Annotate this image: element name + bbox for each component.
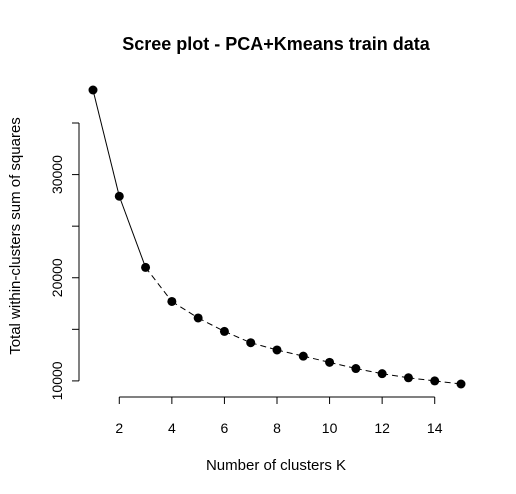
data-point [114, 191, 124, 201]
y-tick-label: 10000 [49, 361, 65, 400]
data-point [167, 296, 177, 306]
data-point [272, 345, 282, 355]
x-tick-label: 4 [168, 420, 176, 436]
series-segment [303, 355, 330, 363]
data-point [351, 364, 361, 374]
series-segment [197, 317, 225, 332]
x-axis-title: Number of clusters K [206, 457, 346, 474]
x-tick-label: 8 [273, 420, 281, 436]
chart-title: Scree plot - PCA+Kmeans train data [122, 34, 431, 54]
y-tick-label: 30000 [49, 155, 65, 194]
series-segment [145, 267, 173, 302]
y-tick-label: 20000 [49, 258, 65, 297]
data-point [403, 373, 413, 383]
data-point [88, 85, 98, 95]
data-point [298, 351, 308, 361]
x-tick-label: 14 [427, 420, 443, 436]
x-tick-label: 6 [221, 420, 229, 436]
series-segment [118, 196, 147, 268]
data-point [377, 369, 387, 379]
series-line [92, 89, 462, 385]
x-axis: 2 4 6 8 10 12 14 [115, 396, 443, 436]
x-tick-label: 10 [322, 420, 338, 436]
x-tick-label: 12 [374, 420, 390, 436]
data-point [141, 262, 151, 272]
series-segment [224, 330, 251, 344]
y-axis-title: Total within-clusters sum of squares [7, 117, 24, 355]
data-point [246, 338, 256, 348]
data-point [325, 357, 335, 367]
data-point [430, 376, 440, 386]
series-segment [276, 349, 304, 357]
series-segment [171, 301, 199, 319]
x-tick-label: 2 [115, 420, 123, 436]
y-axis: 10000 20000 30000 [49, 122, 80, 400]
series-segment [329, 361, 356, 370]
data-point [193, 313, 203, 323]
data-point [219, 326, 229, 336]
series-points [88, 85, 466, 389]
data-point [456, 379, 466, 389]
series-segment [250, 342, 278, 351]
series-segment [92, 89, 120, 197]
